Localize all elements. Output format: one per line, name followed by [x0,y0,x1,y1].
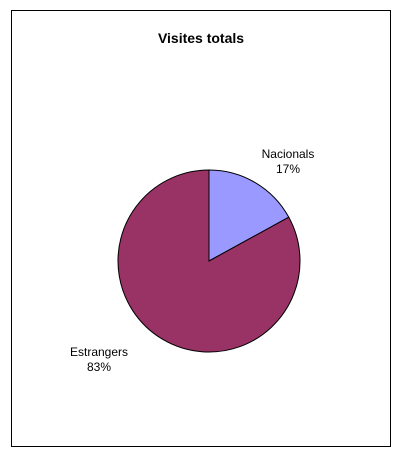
pie-slice-estrangers [117,169,301,353]
slice-value-estrangers: 83% [87,360,111,374]
pie-slice-nacionals [208,169,290,262]
chart-area: Visites totals Nacionals 17% Estrangers 83% [11,10,391,447]
slice-value-nacionals: 17% [276,162,300,176]
slice-label-nacionals: Nacionals [262,147,315,161]
slice-label-estrangers: Estrangers [70,345,128,359]
chart-title: Visites totals [157,30,245,46]
